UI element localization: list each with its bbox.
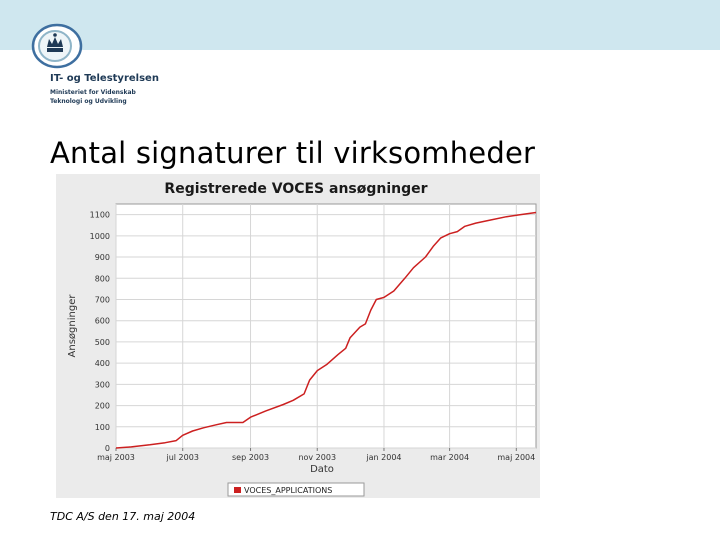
- legend: VOCES_APPLICATIONS: [227, 482, 365, 497]
- y-tick-label: 600: [95, 317, 110, 326]
- slide-title: Antal signaturer til virksomheder: [50, 136, 536, 170]
- grid-lines: [115, 204, 536, 449]
- x-tick-label: sep 2003: [232, 453, 269, 462]
- legend-swatch: [234, 487, 241, 493]
- series-line-voces-applications: [115, 211, 537, 449]
- x-tick-label: jan 2004: [365, 453, 401, 462]
- org-subtitle-line-1: Ministeriet for Videnskab: [50, 89, 136, 96]
- x-tick-label: jul 2003: [166, 453, 199, 462]
- org-name: IT- og Telestyrelsen: [50, 73, 159, 84]
- y-tick-label: 800: [95, 274, 110, 283]
- y-tick-label: 200: [95, 402, 110, 411]
- line-chart: Registrerede VOCES ansøgninger 0 100 200 30…: [56, 174, 540, 498]
- y-tick-label: 400: [95, 359, 110, 368]
- legend-label: VOCES_APPLICATIONS: [244, 486, 332, 495]
- y-tick-label: 300: [95, 380, 110, 389]
- header-band: [0, 0, 720, 50]
- axis-ticks: 0 100 200 300 400 500 600 700 800 900 1000 1100 maj …: [90, 211, 536, 462]
- footer-note: TDC A/S den 17. maj 2004: [50, 510, 196, 523]
- chart-panel: Registrerede VOCES ansøgninger 0 100 200 30…: [56, 174, 540, 498]
- chart-title: Registrerede VOCES ansøgninger: [164, 181, 427, 197]
- y-tick-label: 500: [95, 338, 110, 347]
- y-tick-label: 900: [95, 253, 110, 262]
- series-layer: [115, 211, 537, 449]
- y-tick-label: 1100: [90, 211, 110, 220]
- crown-shield-icon: [31, 23, 83, 69]
- legend-box: [227, 482, 365, 497]
- y-tick-label: 1000: [90, 232, 110, 241]
- y-tick-label: 700: [95, 295, 110, 304]
- org-subtitle-line-2: Teknologi og Udvikling: [50, 98, 127, 105]
- x-tick-label: nov 2003: [298, 453, 336, 462]
- y-tick-label: 100: [95, 423, 110, 432]
- y-tick-label: 0: [105, 444, 110, 453]
- x-tick-label: maj 2004: [497, 453, 535, 462]
- x-tick-label: mar 2004: [430, 453, 469, 462]
- y-axis-label: Ansøgninger: [67, 294, 78, 358]
- x-axis-label: Dato: [310, 464, 334, 475]
- plot-area: [115, 203, 537, 449]
- x-tick-label: maj 2003: [97, 453, 135, 462]
